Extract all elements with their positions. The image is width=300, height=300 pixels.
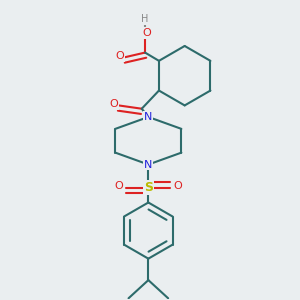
Text: O: O: [114, 181, 123, 191]
Text: O: O: [110, 99, 118, 109]
Text: S: S: [144, 181, 153, 194]
Text: H: H: [141, 14, 149, 24]
Text: N: N: [144, 112, 152, 122]
Text: N: N: [144, 160, 152, 170]
Text: O: O: [115, 51, 124, 61]
Text: O: O: [174, 181, 182, 191]
Text: O: O: [142, 28, 151, 38]
